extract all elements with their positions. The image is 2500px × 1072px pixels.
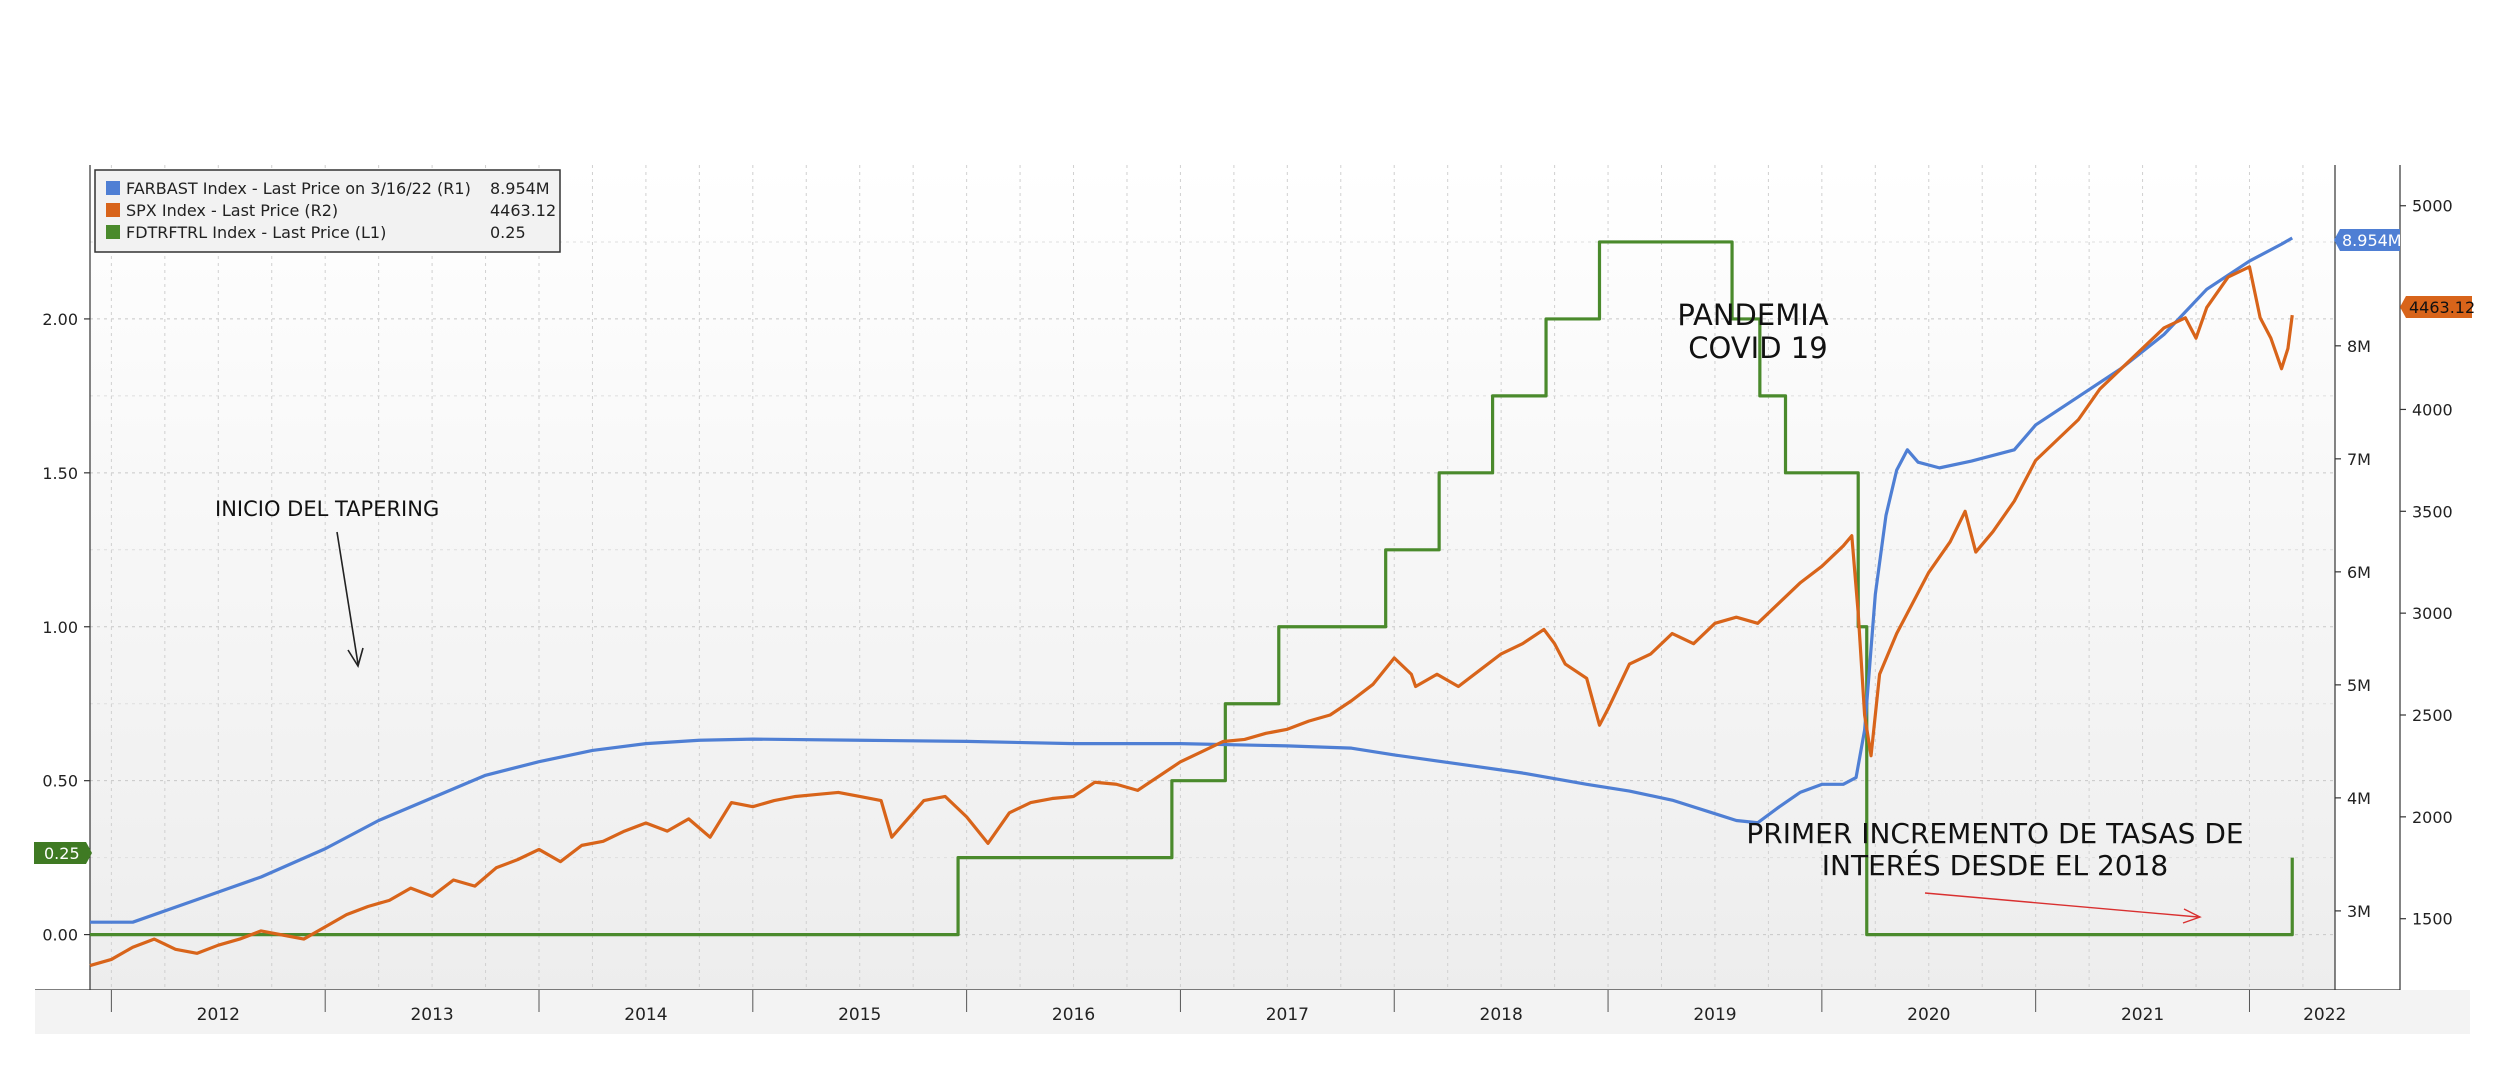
right-axis-r2-tick-label: 1500 <box>2412 910 2453 929</box>
annotation-hike-line1: PRIMER INCREMENTO DE TASAS DE <box>1746 817 2243 850</box>
x-axis-tick-label: 2016 <box>1052 1005 1095 1025</box>
annotation-hike-line2: INTERÉS DESDE EL 2018 <box>1822 848 2168 882</box>
badge-farbast-text: 8.954M <box>2342 231 2402 250</box>
right-axis-r1-tick-label: 3M <box>2347 902 2371 921</box>
left-axis-tick-label: 1.00 <box>42 618 78 637</box>
badge-spx: 4463.12 <box>2400 296 2475 318</box>
badge-farbast-shape <box>2334 229 2400 251</box>
series-line-spx <box>89 265 2294 968</box>
series-layer <box>89 236 2294 968</box>
right-axis-r2-tick-label: 5000 <box>2412 197 2453 216</box>
x-axis-tick-label: 2022 <box>2303 1005 2346 1025</box>
right-axis-r1-tick-label: 4M <box>2347 789 2371 808</box>
right-axis-r1-tick-label: 5M <box>2347 676 2371 695</box>
plot-background <box>90 165 2335 990</box>
annotation-pandemic-line2: COVID 19 <box>1688 331 1827 365</box>
left-axis-tick-label: 2.00 <box>42 310 78 329</box>
x-axis-tick-label: 2018 <box>1480 1005 1523 1025</box>
right-axis-r2-tick-label: 2500 <box>2412 706 2453 725</box>
annotation-hike-arrow <box>1924 892 2199 918</box>
annotation-hike-arrowhead <box>2182 908 2202 924</box>
right-axis-r1: 3M 4M 5M 6M 7M 8M <box>2335 337 2371 921</box>
right-axis-r1-tick-label: 6M <box>2347 563 2371 582</box>
legend-swatch-spx <box>106 203 120 217</box>
right-axis-r2-tick-label: 3000 <box>2412 604 2453 623</box>
right-axis-r1-tick-label: 7M <box>2347 450 2371 469</box>
badge-spx-text: 4463.12 <box>2409 298 2475 317</box>
left-axis-tick-label: 0.50 <box>42 772 78 791</box>
x-axis-tick-label: 2012 <box>197 1005 240 1025</box>
legend-label-fdtr: FDTRFTRL Index - Last Price (L1) <box>126 223 386 242</box>
legend: FARBAST Index - Last Price on 3/16/22 (R… <box>94 169 561 253</box>
x-axis-band <box>35 990 2470 1034</box>
annotation-tapering-arrowhead <box>347 647 364 668</box>
grid-lines <box>90 165 2335 990</box>
badge-spx-shape <box>2400 296 2472 318</box>
x-axis-tick-label: 2015 <box>838 1005 881 1025</box>
badge-farbast: 8.954M <box>2334 229 2402 251</box>
badge-fdtr-text: 0.25 <box>44 844 80 863</box>
x-axis-tick-label: 2014 <box>624 1005 667 1025</box>
right-axis-r2-tick-label: 3500 <box>2412 502 2453 521</box>
right-axis-r2-tick-label: 2000 <box>2412 808 2453 827</box>
legend-value-farbast: 8.954M <box>490 179 550 198</box>
left-axis-tick-label: 1.50 <box>42 464 78 483</box>
right-axis-r2-tick-label: 4000 <box>2412 400 2453 419</box>
x-axis-tick-label: 2017 <box>1266 1005 1309 1025</box>
badge-fdtr-shape <box>34 842 92 864</box>
legend-value-fdtr: 0.25 <box>490 223 526 242</box>
badge-fdtr: 0.25 <box>34 842 92 864</box>
legend-box <box>94 169 561 253</box>
x-axis-tick-label: 2019 <box>1693 1005 1736 1025</box>
series-line-farbast <box>90 236 2294 924</box>
legend-swatch-farbast <box>106 181 120 195</box>
annotation-pandemic-line1: PANDEMIA <box>1677 298 1828 332</box>
x-axis-tick-label: 2020 <box>1907 1005 1950 1025</box>
annotation-tapering-arrow <box>336 531 359 665</box>
series-line-fdtr <box>90 240 2294 937</box>
right-axis-r1-tick-label: 8M <box>2347 337 2371 356</box>
left-axis-tick-label: 0.00 <box>42 926 78 945</box>
legend-value-spx: 4463.12 <box>490 201 556 220</box>
x-axis-tick-label: 2021 <box>2121 1005 2164 1025</box>
legend-label-spx: SPX Index - Last Price (R2) <box>126 201 338 220</box>
legend-label-farbast: FARBAST Index - Last Price on 3/16/22 (R… <box>126 179 471 198</box>
x-axis: 2012 2013 2014 2015 2016 2017 2018 2019 2020 2021… <box>110 990 2346 1025</box>
annotation-tapering: INICIO DEL TAPERING <box>215 497 439 521</box>
legend-swatch-fdtr <box>106 225 120 239</box>
x-axis-tick-label: 2013 <box>410 1005 453 1025</box>
left-axis: 0.00 0.50 1.00 1.50 2.00 <box>42 310 90 945</box>
